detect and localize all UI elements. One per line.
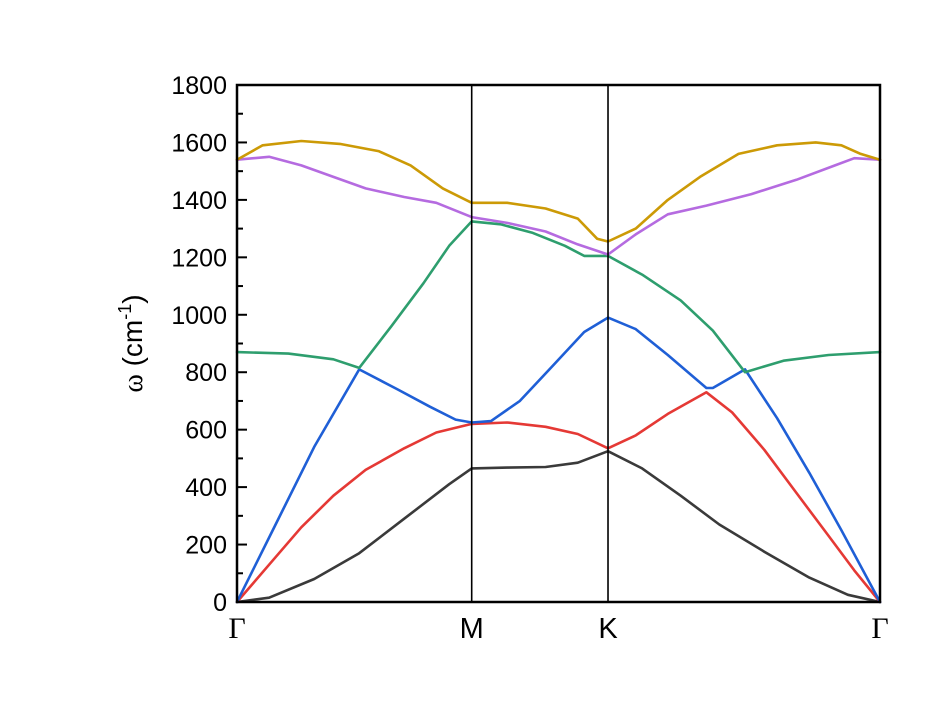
- y-tick-label: 600: [185, 417, 227, 445]
- band-series-group: [235, 139, 882, 604]
- band-3: [235, 316, 882, 604]
- plot-frame: [235, 83, 882, 604]
- y-tick-label: 0: [213, 589, 227, 617]
- y-tick-label: 1000: [171, 302, 227, 330]
- y-title-close: ): [117, 294, 148, 303]
- x-kpoint-label: M: [460, 613, 484, 645]
- y-tick-label: 1800: [171, 72, 227, 100]
- y-tick-label: 1400: [171, 187, 227, 215]
- x-kpoint-label: Γ: [228, 612, 245, 645]
- y-ticks-group: 0 200 400 600 800 1000 1200 1400 1600 1800: [171, 72, 247, 617]
- x-kpoint-label: K: [598, 613, 618, 645]
- y-title-symbol: ω: [118, 374, 149, 392]
- band-2: [235, 391, 882, 604]
- band-5: [235, 155, 882, 256]
- y-tick-label: 400: [185, 474, 227, 502]
- y-tick-label: 1600: [171, 129, 227, 157]
- kpoint-lines-group: [470, 85, 609, 602]
- band-6: [235, 139, 882, 243]
- y-axis-title: ω (cm-1): [115, 294, 149, 392]
- y-tick-label: 800: [185, 359, 227, 387]
- band-4: [235, 220, 882, 374]
- y-tick-label: 1200: [171, 244, 227, 272]
- y-tick-label: 200: [185, 532, 227, 560]
- band-1: [235, 449, 882, 604]
- y-title-unit: (cm: [117, 320, 148, 374]
- y-title-superscript: -1: [115, 304, 135, 320]
- x-kpoint-label: Γ: [871, 612, 888, 645]
